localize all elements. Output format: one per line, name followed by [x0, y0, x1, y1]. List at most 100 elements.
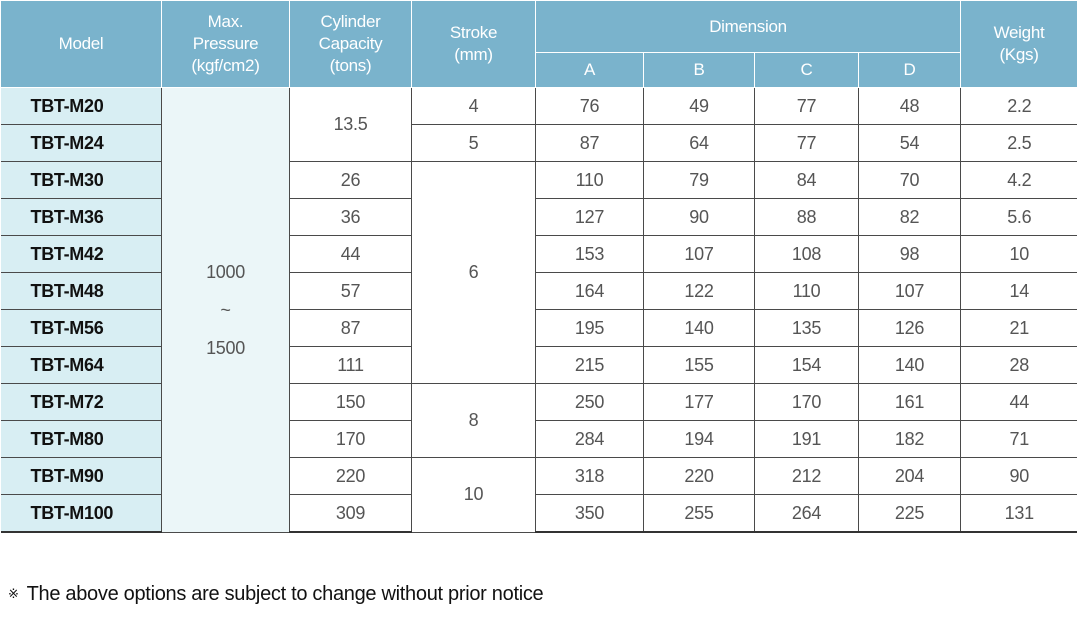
dim-c-cell: 110 [754, 272, 859, 310]
dim-b-cell: 107 [643, 235, 755, 273]
header-pressure-line1: Max. [207, 12, 244, 31]
dim-d-cell: 225 [858, 494, 961, 533]
header-dim-d: D [858, 52, 961, 88]
dim-a-cell: 215 [535, 346, 644, 384]
dim-a-cell: 164 [535, 272, 644, 310]
dim-b-cell: 255 [643, 494, 755, 533]
model-cell: TBT-M64 [0, 346, 162, 384]
model-cell: TBT-M48 [0, 272, 162, 310]
pressure-max: 1500 [206, 337, 245, 358]
dim-d-cell: 54 [858, 124, 961, 162]
table-row: TBT-M90 220 10 318 220 212 204 90 [0, 457, 1077, 533]
header-dim-b: B [643, 52, 755, 88]
table-row: TBT-M80 170 284 194 191 182 71 [0, 420, 1077, 458]
capacity-cell: 220 [289, 457, 412, 495]
dim-d-cell: 82 [858, 198, 961, 236]
dim-b-cell: 155 [643, 346, 755, 384]
stroke-cell: 4 [411, 87, 536, 125]
table-row: TBT-M64 111 215 155 154 140 28 [0, 346, 1077, 384]
dim-b-cell: 79 [643, 161, 755, 199]
dim-d-cell: 48 [858, 87, 961, 125]
weight-cell: 71 [960, 420, 1077, 458]
header-weight: Weight (Kgs) [960, 0, 1077, 88]
capacity-cell: 26 [289, 161, 412, 199]
model-cell: TBT-M56 [0, 309, 162, 347]
model-cell: TBT-M36 [0, 198, 162, 236]
header-stroke: Stroke (mm) [411, 0, 536, 88]
model-cell: TBT-M100 [0, 494, 162, 533]
dim-d-cell: 182 [858, 420, 961, 458]
stroke-cell: 5 [411, 124, 536, 162]
weight-cell: 90 [960, 457, 1077, 495]
table-row: TBT-M48 57 164 122 110 107 14 [0, 272, 1077, 310]
table-row: TBT-M100 309 350 255 264 225 131 [0, 494, 1077, 533]
weight-cell: 131 [960, 494, 1077, 533]
table-row: TBT-M42 44 153 107 108 98 10 [0, 235, 1077, 273]
header-stroke-line2: (mm) [454, 45, 493, 64]
dim-c-cell: 264 [754, 494, 859, 533]
dim-d-cell: 126 [858, 309, 961, 347]
table-row: TBT-M20 1000 ~ 1500 13.5 4 76 49 77 48 2… [0, 87, 1077, 533]
notice-text: The above options are subject to change … [26, 583, 544, 605]
header-capacity: Cylinder Capacity (tons) [289, 0, 412, 88]
dim-b-cell: 122 [643, 272, 755, 310]
header-weight-line2: (Kgs) [999, 45, 1039, 64]
dim-a-cell: 195 [535, 309, 644, 347]
dim-a-cell: 127 [535, 198, 644, 236]
table-row: TBT-M24 5 87 64 77 54 2.5 [0, 124, 1077, 162]
weight-cell: 4.2 [960, 161, 1077, 199]
dim-c-cell: 77 [754, 124, 859, 162]
header-weight-line1: Weight [993, 23, 1045, 42]
dim-b-cell: 140 [643, 309, 755, 347]
model-cell: TBT-M80 [0, 420, 162, 458]
stroke-cell: 8 [411, 383, 536, 458]
weight-cell: 28 [960, 346, 1077, 384]
dim-a-cell: 87 [535, 124, 644, 162]
pressure-cell: 1000 ~ 1500 [161, 87, 290, 533]
model-cell: TBT-M90 [0, 457, 162, 495]
header-capacity-line3: (tons) [329, 56, 372, 75]
dim-c-cell: 154 [754, 346, 859, 384]
model-cell: TBT-M42 [0, 235, 162, 273]
header-dimension: Dimension [535, 0, 961, 53]
dim-b-cell: 177 [643, 383, 755, 421]
table-body: TBT-M20 1000 ~ 1500 13.5 4 76 49 77 48 2… [0, 87, 1077, 533]
dim-c-cell: 170 [754, 383, 859, 421]
dim-a-cell: 110 [535, 161, 644, 199]
capacity-cell: 57 [289, 272, 412, 310]
capacity-cell: 13.5 [289, 87, 412, 162]
header-pressure-line2: Pressure [192, 34, 259, 53]
dim-b-cell: 90 [643, 198, 755, 236]
capacity-cell: 309 [289, 494, 412, 533]
weight-cell: 21 [960, 309, 1077, 347]
dim-c-cell: 77 [754, 87, 859, 125]
dim-d-cell: 204 [858, 457, 961, 495]
weight-cell: 44 [960, 383, 1077, 421]
dim-d-cell: 161 [858, 383, 961, 421]
dim-d-cell: 70 [858, 161, 961, 199]
weight-cell: 14 [960, 272, 1077, 310]
stroke-cell: 6 [411, 161, 536, 384]
weight-cell: 10 [960, 235, 1077, 273]
dim-a-cell: 350 [535, 494, 644, 533]
capacity-cell: 150 [289, 383, 412, 421]
header-pressure-line3: (kgf/cm2) [191, 56, 260, 75]
capacity-cell: 36 [289, 198, 412, 236]
reference-mark-icon: ※ [8, 586, 19, 601]
dim-a-cell: 153 [535, 235, 644, 273]
stroke-cell: 10 [411, 457, 536, 533]
capacity-cell: 87 [289, 309, 412, 347]
dim-b-cell: 64 [643, 124, 755, 162]
header-capacity-line2: Capacity [318, 34, 383, 53]
dim-c-cell: 135 [754, 309, 859, 347]
weight-cell: 5.6 [960, 198, 1077, 236]
header-stroke-line1: Stroke [449, 23, 498, 42]
table-row: TBT-M56 87 195 140 135 126 21 [0, 309, 1077, 347]
weight-cell: 2.5 [960, 124, 1077, 162]
model-cell: TBT-M30 [0, 161, 162, 199]
capacity-cell: 44 [289, 235, 412, 273]
dim-c-cell: 84 [754, 161, 859, 199]
capacity-cell: 111 [289, 346, 412, 384]
dim-c-cell: 191 [754, 420, 859, 458]
dim-c-cell: 88 [754, 198, 859, 236]
